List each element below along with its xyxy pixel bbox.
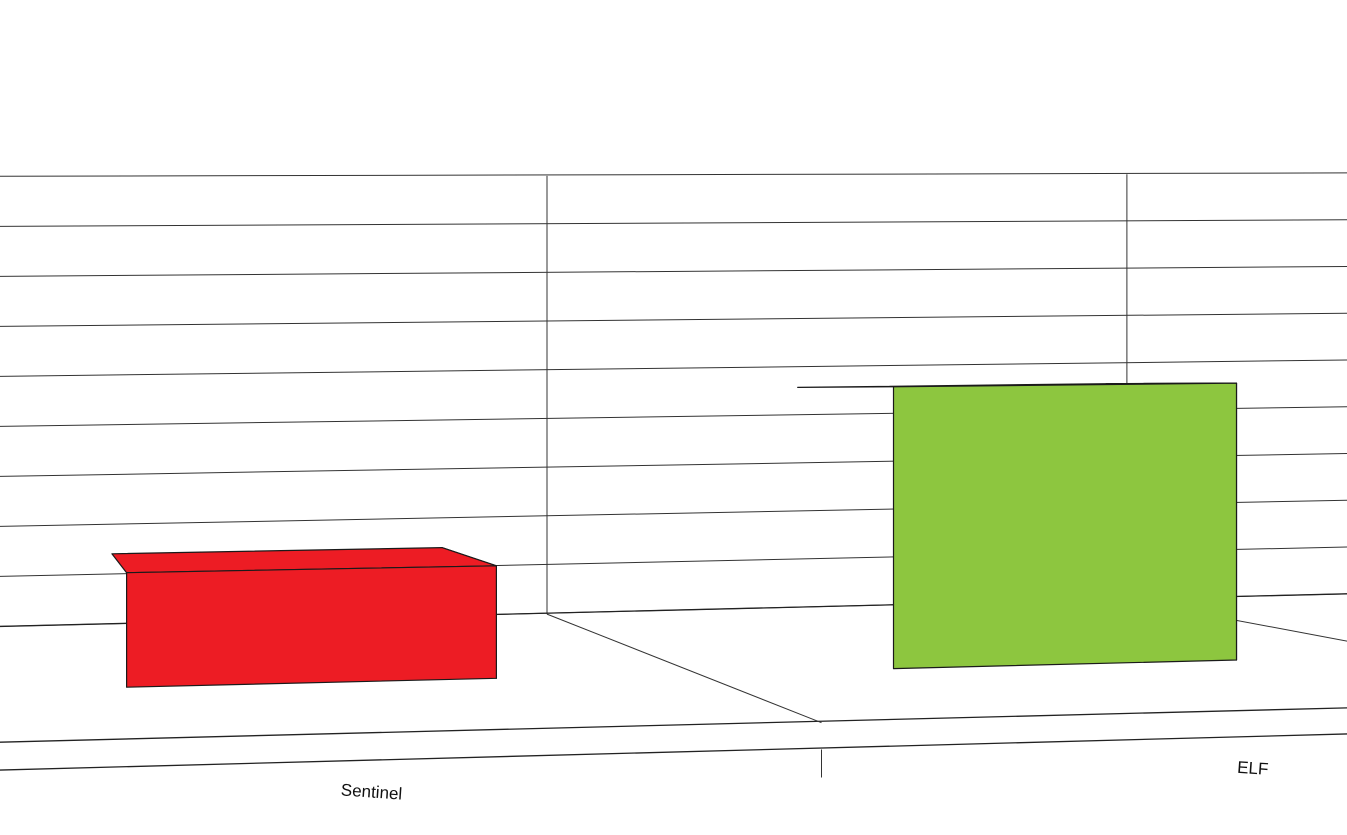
bar-front-sentinel bbox=[125, 565, 497, 688]
gridline-back-35000 bbox=[0, 265, 1347, 277]
floor-front-edge bbox=[0, 707, 1347, 743]
gridline-back-20000 bbox=[0, 406, 1347, 427]
bar-elf bbox=[797, 382, 1238, 670]
floor-divider-2 bbox=[546, 613, 822, 724]
bar-sentinel bbox=[111, 546, 497, 688]
x-category-label: Sentinel bbox=[340, 780, 403, 803]
bar-layer bbox=[111, 382, 1238, 688]
gridline-back-45000 bbox=[0, 172, 1347, 177]
gridline-back-25000 bbox=[0, 359, 1347, 377]
label-layer: 0050005000100001000015000150002000020000… bbox=[340, 758, 1269, 804]
gridline-back-15000 bbox=[0, 453, 1347, 477]
bar-front-elf bbox=[892, 382, 1238, 670]
gridline-back-40000 bbox=[0, 219, 1347, 227]
x-category-label: ELF bbox=[1237, 758, 1269, 779]
base-slab-front-edge bbox=[0, 733, 1347, 771]
gridline-back-10000 bbox=[0, 499, 1347, 527]
gridline-back-30000 bbox=[0, 312, 1347, 327]
